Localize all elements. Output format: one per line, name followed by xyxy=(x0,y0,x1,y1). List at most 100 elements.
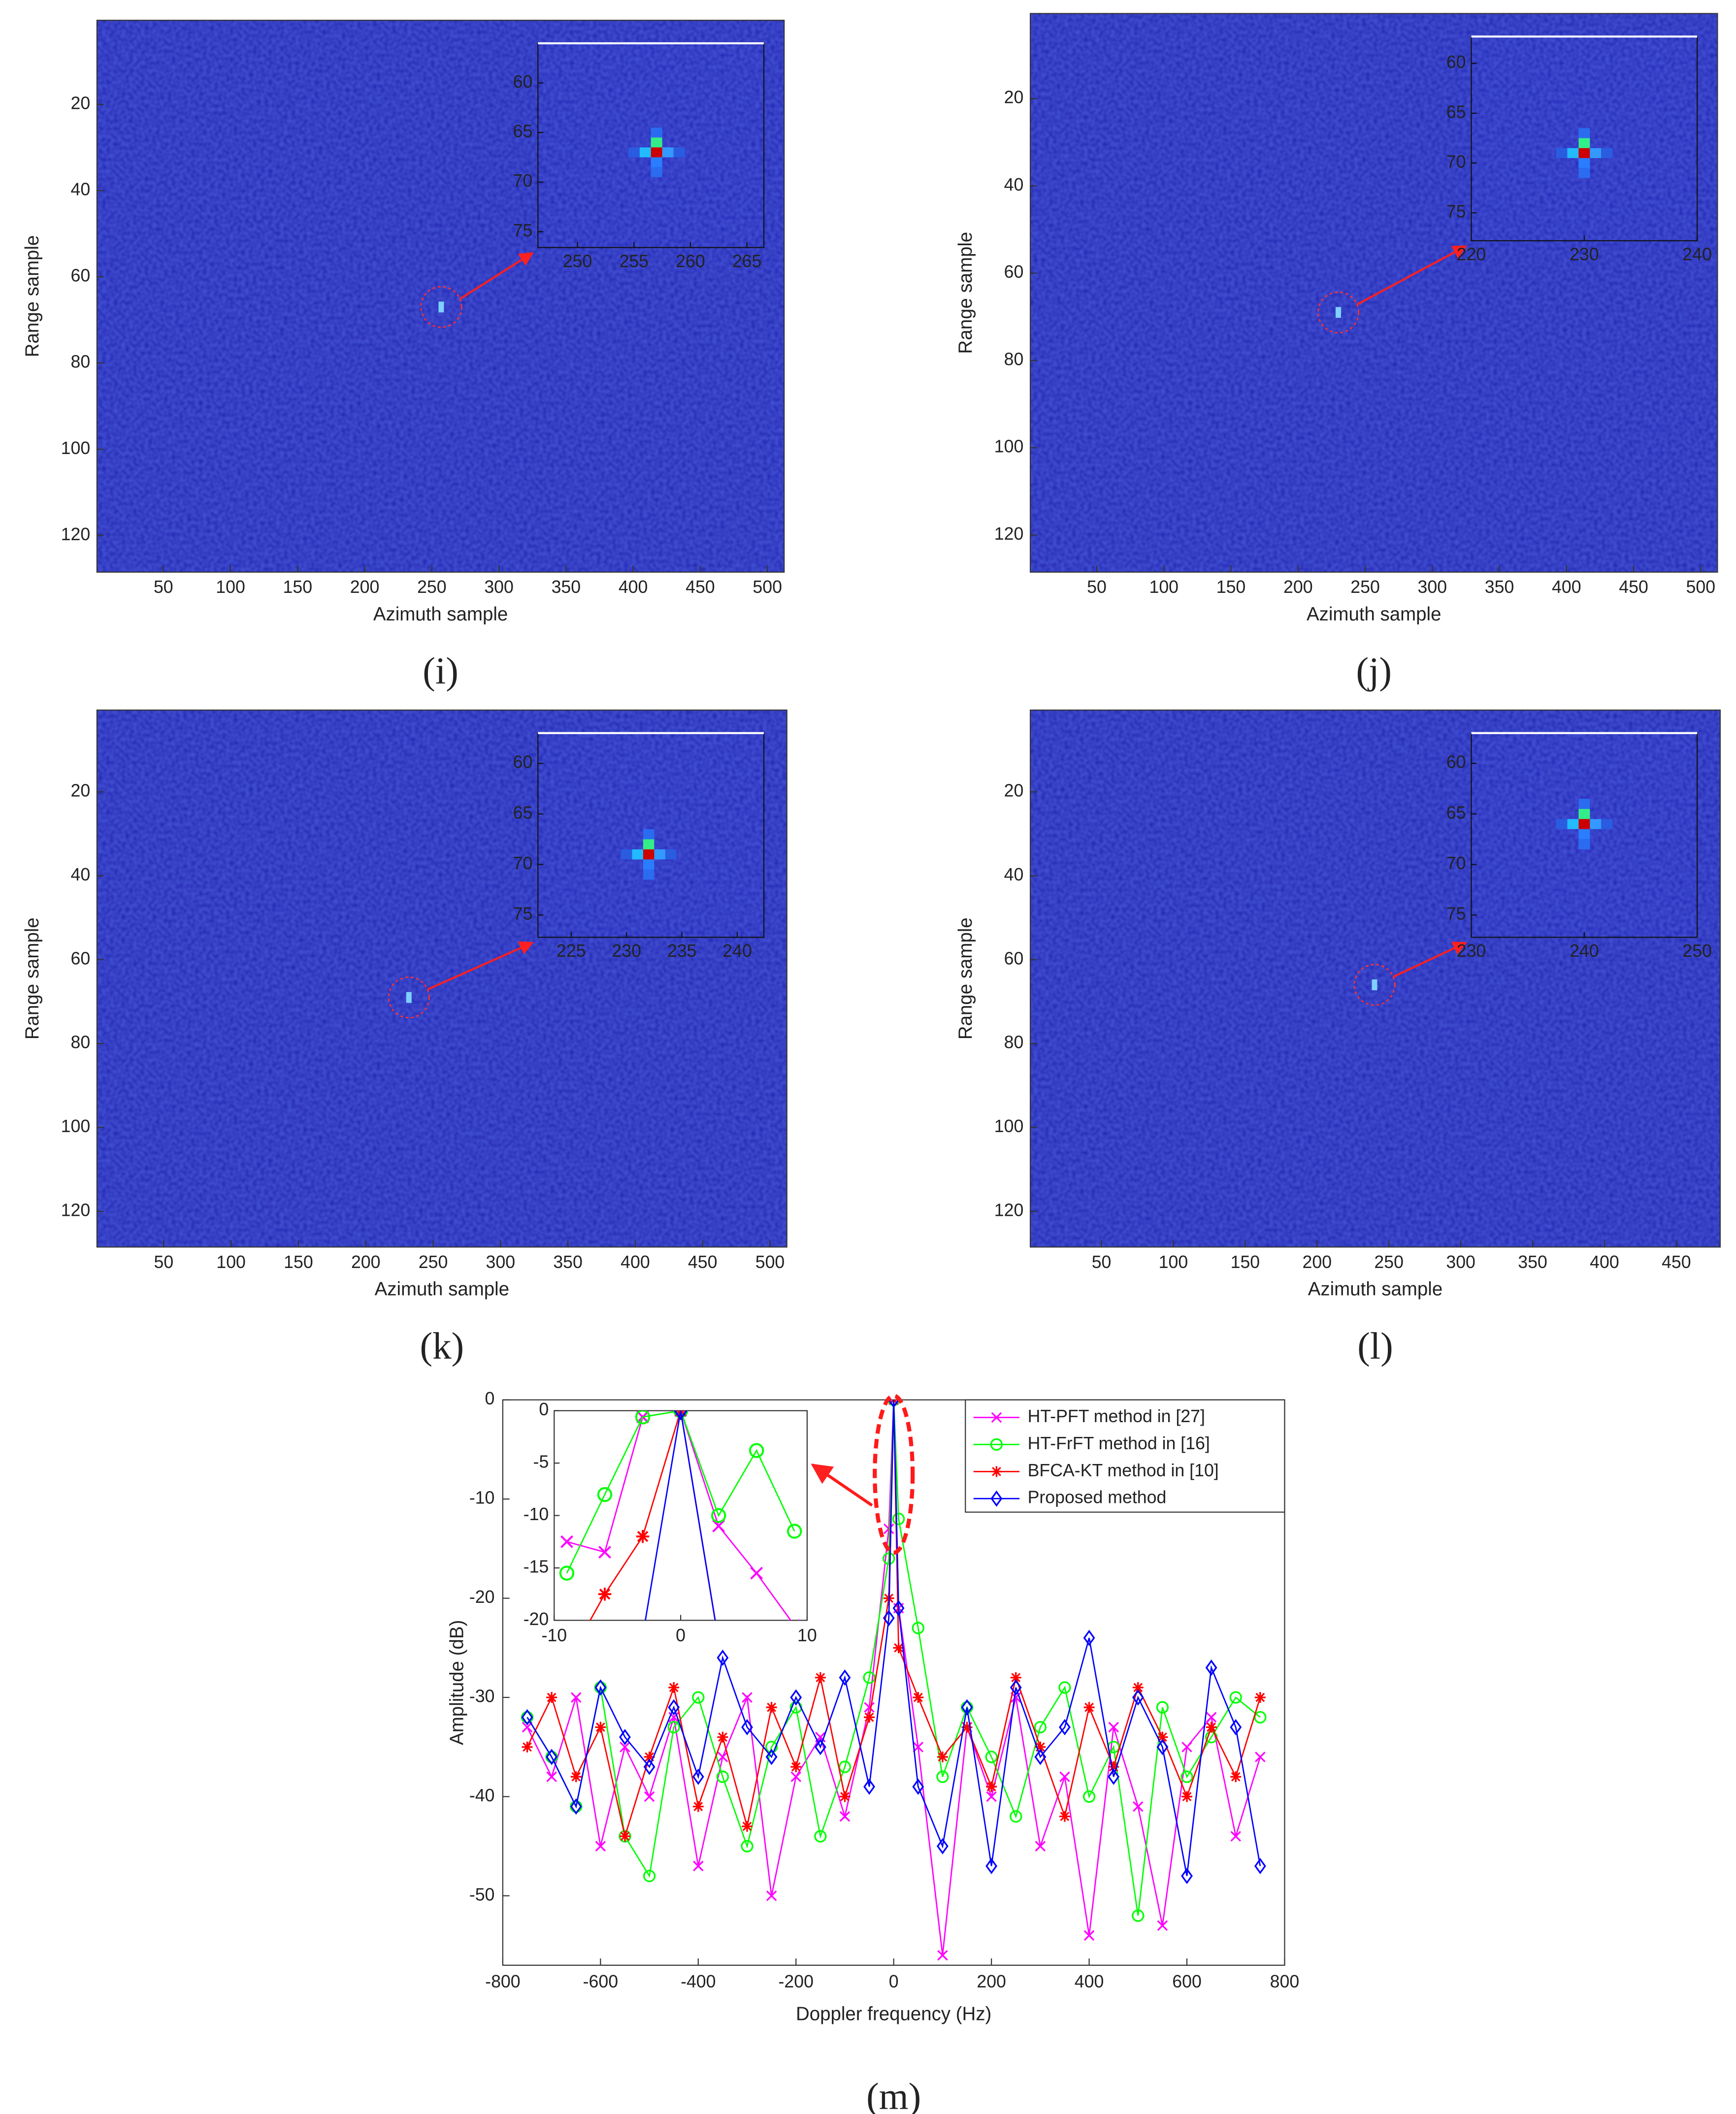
y-axis-label: Range sample xyxy=(955,917,976,1040)
series-marker xyxy=(1254,1857,1266,1875)
series-marker xyxy=(839,1791,851,1802)
inset-y-tick-label: -15 xyxy=(524,1557,549,1576)
series-marker xyxy=(1083,1930,1095,1941)
series-marker xyxy=(1059,1811,1070,1822)
series-marker xyxy=(1034,1749,1047,1765)
series-marker xyxy=(595,1722,606,1733)
x-tick-label: 400 xyxy=(1075,1972,1104,1991)
axes-frame xyxy=(96,20,785,573)
x-tick-label: 400 xyxy=(621,1252,650,1272)
x-tick-label: 400 xyxy=(1590,1252,1619,1272)
inset-cell xyxy=(1578,148,1590,158)
y-tick-label: 120 xyxy=(61,524,91,544)
series-marker xyxy=(1255,1752,1266,1762)
x-tick-label: 50 xyxy=(1087,577,1107,597)
y-tick-label: 60 xyxy=(1004,262,1024,282)
series-marker xyxy=(643,1758,655,1775)
series-marker xyxy=(985,1751,998,1763)
series-marker xyxy=(546,1771,557,1782)
inset-cell xyxy=(1556,148,1568,158)
panel-caption: (i) xyxy=(423,650,459,692)
inset-cell xyxy=(643,859,655,870)
series-marker xyxy=(741,1719,753,1736)
inset-cell xyxy=(673,147,685,158)
series-marker xyxy=(1034,1721,1047,1734)
y-tick-label: -10 xyxy=(469,1488,495,1508)
inset-y-tick-label: 75 xyxy=(1446,202,1466,222)
inset-cell xyxy=(643,829,655,840)
y-tick-label: -50 xyxy=(469,1885,495,1904)
series-marker xyxy=(1059,1719,1071,1736)
series-marker xyxy=(1058,1681,1071,1694)
series-marker xyxy=(521,1709,533,1725)
series-marker xyxy=(883,1610,895,1626)
target-peak xyxy=(438,301,444,313)
series-marker xyxy=(787,1524,802,1539)
series-marker xyxy=(1083,1702,1095,1713)
y-tick-label: 100 xyxy=(61,1116,91,1136)
inset-cell xyxy=(1578,819,1590,829)
series-marker xyxy=(673,1410,688,1418)
series-marker xyxy=(1108,1768,1120,1785)
x-tick-label: 150 xyxy=(284,1252,313,1272)
y-tick-label: -30 xyxy=(469,1686,495,1706)
series-line xyxy=(566,1410,795,1574)
series-marker xyxy=(839,1669,851,1686)
x-tick-label: 300 xyxy=(486,1252,516,1272)
series-marker xyxy=(1010,1810,1022,1823)
x-tick-label: 400 xyxy=(1552,577,1581,597)
x-tick-label: 200 xyxy=(977,1972,1006,1991)
inset-cell xyxy=(651,128,662,138)
inset-y-tick-label: 65 xyxy=(513,122,533,141)
series-marker xyxy=(597,1487,613,1502)
inset-y-tick-label: 70 xyxy=(513,853,533,873)
inset-x-tick-label: 240 xyxy=(1570,941,1599,961)
series-marker xyxy=(559,1565,575,1581)
series-line xyxy=(526,1399,1261,1839)
x-tick-label: 50 xyxy=(154,1252,173,1272)
inset-x-tick-label: 225 xyxy=(557,941,586,961)
axes-frame xyxy=(1029,709,1721,1248)
inset-y-tick-label: 75 xyxy=(513,221,533,240)
series-marker xyxy=(546,1692,557,1703)
inset-x-tick-label: 265 xyxy=(732,251,762,271)
series-marker xyxy=(790,1771,802,1782)
y-tick-label: 20 xyxy=(1004,781,1024,801)
series-marker xyxy=(1205,1659,1217,1676)
series-marker xyxy=(1206,1722,1217,1733)
series-marker xyxy=(1010,1679,1022,1696)
series-marker xyxy=(560,1535,573,1548)
inset-cell xyxy=(1578,168,1590,178)
series-marker xyxy=(814,1739,826,1756)
series-marker xyxy=(913,1741,924,1753)
inset-cell xyxy=(651,157,662,167)
y-tick-label: 80 xyxy=(70,1033,90,1052)
legend-label: HT-FrFT method in [16] xyxy=(1028,1433,1210,1453)
inset-x-tick-label: 260 xyxy=(676,251,705,271)
y-tick-label: 60 xyxy=(70,948,90,968)
series-marker xyxy=(766,1702,777,1713)
series-marker xyxy=(887,1399,900,1408)
series-marker xyxy=(635,1410,651,1425)
series-marker xyxy=(717,1731,728,1743)
peak-highlight xyxy=(873,1394,915,1555)
y-tick-label: 40 xyxy=(1004,175,1024,195)
series-marker xyxy=(546,1749,558,1765)
y-tick-label: 60 xyxy=(70,266,90,286)
inset-cell xyxy=(1578,809,1590,819)
series-marker xyxy=(1108,1722,1119,1733)
y-tick-label: 80 xyxy=(1004,349,1024,369)
series-marker xyxy=(742,1692,753,1703)
legend-marker xyxy=(990,1490,1003,1507)
series-marker xyxy=(1132,1689,1144,1706)
inset-cell xyxy=(1578,829,1590,840)
series-marker xyxy=(985,1857,998,1875)
y-axis-label: Range sample xyxy=(955,232,976,354)
series-marker xyxy=(937,1950,948,1961)
y-tick-label: 20 xyxy=(70,781,90,801)
series-marker xyxy=(1156,1701,1169,1714)
x-tick-label: -400 xyxy=(681,1972,716,1991)
inset-x-tick-label: 230 xyxy=(1570,245,1599,264)
inset-y-tick-label: 65 xyxy=(1446,102,1466,122)
y-tick-label: 120 xyxy=(994,1200,1024,1220)
